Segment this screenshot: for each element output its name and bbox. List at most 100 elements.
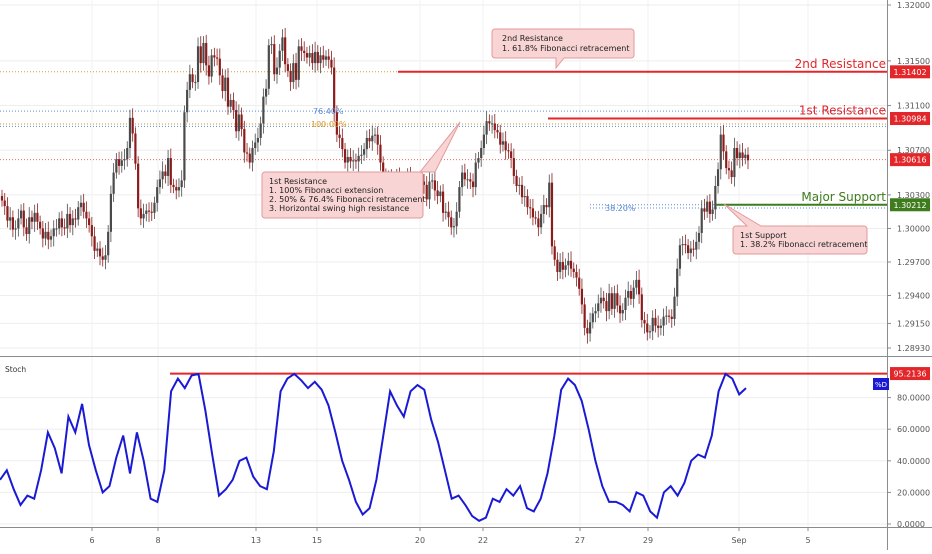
candle-body: [194, 82, 197, 84]
candle-body: [90, 225, 93, 237]
candle-body: [311, 53, 314, 64]
candle-body: [30, 217, 34, 222]
candle-body: [292, 63, 295, 83]
candle-body: [11, 217, 14, 230]
candle-body: [300, 46, 303, 51]
support-1-callout: 1st Support 1. 38.2% Fibonacci retraceme…: [723, 203, 868, 255]
candle-body: [101, 256, 104, 260]
time-tick-label: 13: [251, 536, 261, 545]
candle-body: [741, 152, 744, 159]
candle-body: [360, 154, 363, 156]
candle-body: [226, 77, 230, 107]
time-tick-label: Sep: [731, 536, 746, 545]
candle-body: [744, 154, 747, 159]
candle-body: [303, 50, 306, 54]
candle-body: [610, 293, 613, 309]
candle-body: [275, 67, 279, 75]
candle-body: [373, 134, 377, 136]
candle-body: [338, 134, 341, 138]
resistance-1-callout-line-2: 2. 50% & 76.4% Fibonacci retracement: [269, 195, 426, 204]
candle-body: [66, 213, 69, 229]
candle-body: [36, 212, 39, 222]
candle-body: [529, 207, 532, 209]
candle-body: [346, 156, 349, 163]
candle-body: [341, 137, 344, 150]
candle-body: [441, 191, 445, 213]
candle-body: [471, 181, 475, 188]
fib-76-label: 76.40%: [313, 107, 344, 116]
candle-body: [466, 179, 469, 181]
candle-body: [706, 201, 709, 212]
candle-body: [463, 172, 466, 180]
candle-body: [109, 193, 113, 232]
candle-body: [33, 212, 36, 222]
candle-body: [444, 211, 447, 213]
candle-body: [256, 137, 260, 143]
candle-body: [624, 297, 627, 311]
candle-body: [142, 213, 145, 219]
candle-body: [137, 163, 140, 209]
candle-body: [452, 226, 456, 228]
candle-body: [96, 248, 99, 251]
candle-body: [363, 149, 366, 155]
candle-body: [243, 129, 246, 153]
candle-body: [727, 168, 731, 171]
candle-body: [591, 313, 594, 323]
candle-body: [126, 148, 129, 160]
price-tick-label: 1.29700: [897, 258, 930, 267]
candle-body: [349, 156, 352, 162]
candle-body: [550, 182, 554, 247]
candle-body: [496, 130, 499, 133]
major-support-title: Major Support: [801, 190, 886, 204]
candle-body: [224, 77, 227, 92]
candle-body: [654, 317, 657, 326]
candle-body: [55, 228, 58, 230]
candle-body: [512, 158, 515, 176]
candle-body: [556, 259, 559, 273]
candle-body: [117, 159, 121, 166]
candle-body: [128, 117, 132, 149]
candle-body: [719, 134, 722, 170]
candle-body: [267, 45, 270, 89]
price-tick-label: 1.30300: [897, 191, 930, 200]
candle-body: [14, 228, 17, 230]
candle-body: [270, 44, 273, 46]
candle-body: [635, 279, 638, 288]
candle-body: [736, 148, 739, 159]
candle-body: [673, 296, 676, 319]
candle-body: [379, 144, 382, 163]
time-tick-label: 20: [415, 536, 425, 545]
candle-body: [695, 241, 698, 250]
resistance-2-callout-line-1: 1. 61.8% Fibonacci retracement: [502, 44, 630, 53]
candle-body: [147, 210, 151, 212]
major-support-price-tag: 1.30212: [890, 198, 930, 212]
candle-body: [175, 187, 178, 191]
resistance-2-callout: 2nd Resistance 1. 61.8% Fibonacci retrac…: [491, 28, 635, 70]
candle-body: [330, 59, 333, 68]
candle-body: [112, 172, 115, 194]
candle-body: [599, 297, 603, 304]
candle-body: [662, 316, 665, 326]
candle-body: [657, 325, 660, 328]
candle-body: [245, 152, 249, 154]
stoch-legend-label: %D: [875, 381, 887, 389]
resistance-1-callout-title: 1st Resistance: [269, 177, 327, 186]
candle-body: [659, 325, 662, 328]
candle-body: [711, 209, 714, 214]
candle-body: [480, 148, 483, 159]
candle-body: [322, 55, 325, 60]
stoch-tick-label: 40.0000: [897, 457, 930, 466]
candle-body: [564, 265, 567, 270]
candle-body: [431, 180, 434, 182]
price-axis: 1.32000 1.31500 1.31100 1.30700 1.30300 1.300…: [887, 1, 930, 353]
candle-body: [139, 208, 142, 219]
candle-body: [237, 114, 240, 132]
candle-body: [422, 181, 426, 185]
price-tick-label: 1.31500: [897, 57, 930, 66]
candle-body: [153, 202, 156, 213]
candle-body: [52, 228, 55, 237]
candle-body: [567, 260, 570, 266]
stoch-grid: [0, 397, 887, 525]
candle-body: [41, 228, 44, 239]
candle-body: [262, 96, 265, 124]
